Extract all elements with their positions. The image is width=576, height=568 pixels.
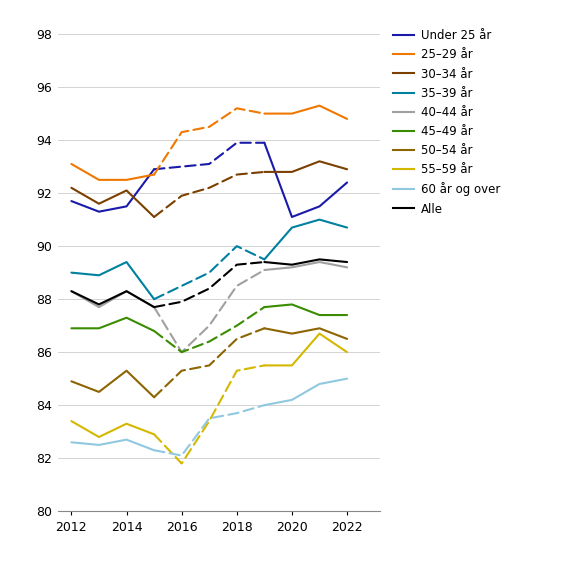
Legend: Under 25 år, 25–29 år, 30–34 år, 35–39 år, 40–44 år, 45–49 år, 50–54 år, 55–59 å: Under 25 år, 25–29 år, 30–34 år, 35–39 å… bbox=[393, 30, 501, 215]
